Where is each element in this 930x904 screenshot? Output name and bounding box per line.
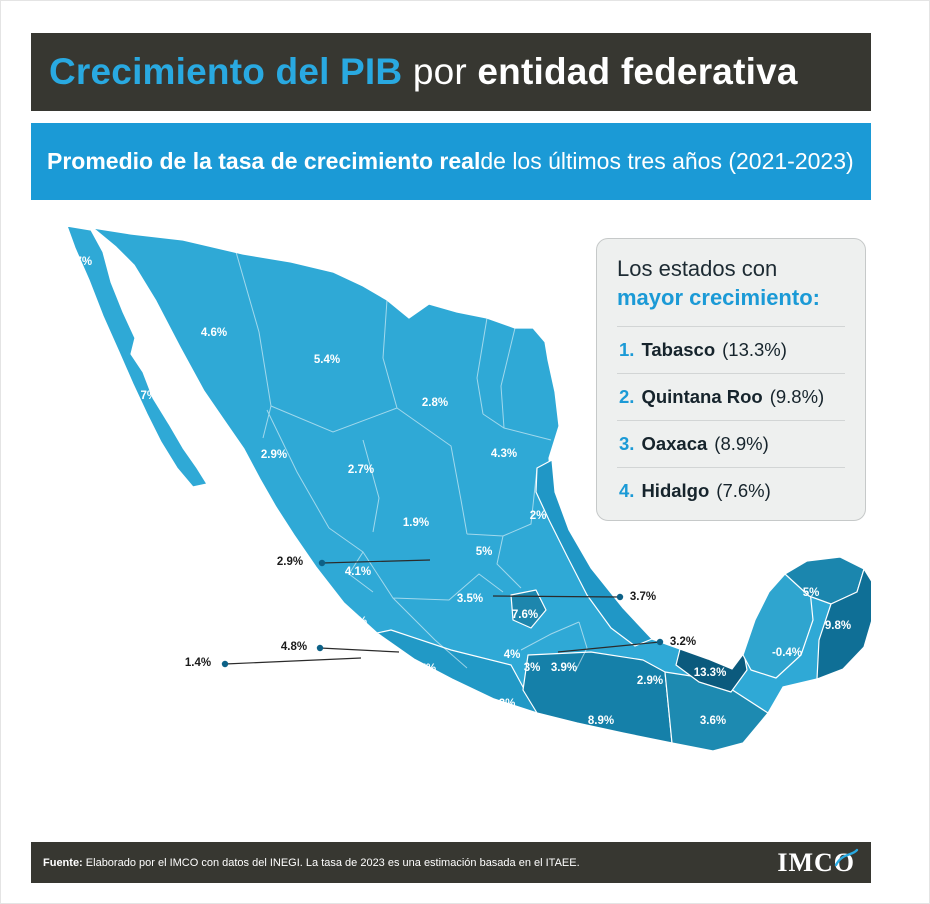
leader-line — [321, 559, 431, 564]
leader-dot — [318, 559, 326, 567]
state-name: Quintana Roo — [641, 386, 763, 408]
leader-dot — [616, 593, 624, 601]
top-state-item-4: 4. Hidalgo (7.6%) — [617, 467, 845, 514]
state-value: (8.9%) — [714, 433, 769, 455]
leader-line — [557, 641, 661, 653]
source-label: Fuente: — [43, 856, 83, 869]
state-value: (9.8%) — [769, 386, 825, 408]
leader-dot — [221, 660, 229, 668]
region-baja-peninsula — [66, 225, 208, 488]
region-guerrero — [376, 629, 538, 714]
leader-lines-layer — [221, 559, 664, 668]
subtitle-bar: Promedio de la tasa de crecimiento real … — [31, 123, 871, 200]
rank-label: 1. — [619, 339, 635, 361]
page-title: Crecimiento del PIB por entidad federati… — [49, 51, 798, 93]
region-veracruz — [535, 459, 653, 647]
region-oaxaca — [522, 651, 673, 744]
top-state-item-3: 3. Oaxaca (8.9%) — [617, 420, 845, 467]
region-tabasco — [675, 648, 748, 693]
leader-line — [224, 657, 362, 665]
state-value: (7.6%) — [716, 480, 771, 502]
region-quintana-roo — [816, 568, 871, 680]
state-name: Oaxaca — [641, 433, 708, 455]
title-emphasis: entidad federativa — [477, 51, 798, 92]
panel-title-line2: mayor crecimiento: — [617, 284, 820, 310]
title-connector: por — [402, 51, 478, 92]
header-bar: Crecimiento del PIB por entidad federati… — [31, 33, 871, 111]
leader-line — [319, 647, 400, 653]
mexico-choropleth-map — [66, 225, 871, 752]
top-state-item-1: 1. Tabasco (13.3%) — [617, 326, 845, 373]
hummingbird-icon — [834, 848, 859, 866]
state-border-lines — [235, 251, 588, 673]
leader-dot — [316, 644, 324, 652]
leader-line — [492, 595, 621, 598]
subtitle-bold: Promedio de la tasa de crecimiento real — [47, 148, 481, 174]
panel-title: Los estados con mayor crecimiento: — [617, 255, 845, 312]
rank-label: 4. — [619, 480, 635, 502]
subtitle-regular: de los últimos tres años (2021-2023) — [480, 148, 854, 174]
region-hidalgo — [510, 589, 547, 629]
state-name: Hidalgo — [641, 480, 710, 502]
panel-title-line1: Los estados con — [617, 256, 778, 281]
leader-dot — [656, 638, 664, 646]
rank-label: 2. — [619, 386, 635, 408]
region-campeche — [742, 573, 814, 679]
imco-logo: IMCO — [777, 847, 859, 877]
state-value: (13.3%) — [722, 339, 787, 361]
source-note: Fuente: Elaborado por el IMCO con datos … — [43, 857, 580, 869]
footer-bar: Fuente: Elaborado por el IMCO con datos … — [31, 842, 871, 883]
map-area: 4.7% 4.6% 5.4% 5.7% 2.8% 4.3% 2.9% 2.7% 1.9% 2% 5%… — [31, 200, 871, 838]
title-highlight: Crecimiento del PIB — [49, 51, 403, 92]
source-text: Elaborado por el IMCO con datos del INEG… — [82, 856, 580, 869]
rank-label: 3. — [619, 433, 635, 455]
state-name: Tabasco — [641, 339, 716, 361]
top-states-list: 1. Tabasco (13.3%) 2. Quintana Roo (9.8%… — [617, 326, 845, 514]
imco-logo-text: IMCO — [777, 847, 855, 877]
top-state-item-2: 2. Quintana Roo (9.8%) — [617, 373, 845, 420]
top-states-panel: Los estados con mayor crecimiento: 1. Ta… — [596, 238, 866, 522]
